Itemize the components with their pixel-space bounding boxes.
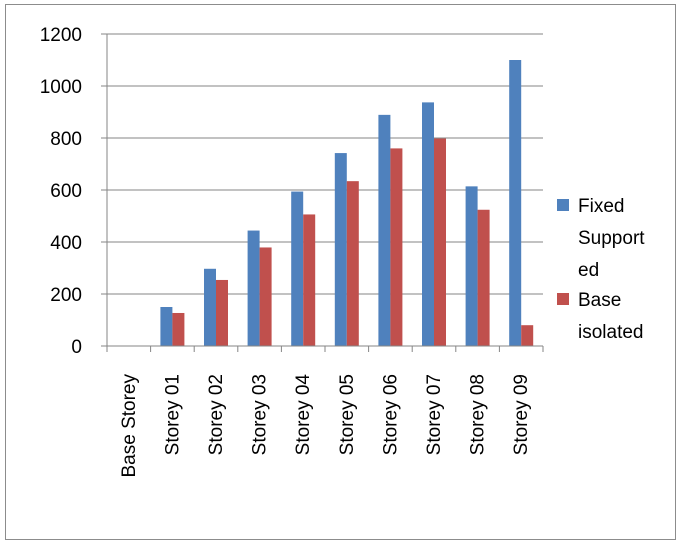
x-tick-labels: Base Storey Storey 01 Storey 02 Storey 03 St… [119, 374, 532, 478]
bars [160, 60, 534, 346]
y-tick-label: 600 [50, 181, 82, 202]
y-tick-label: 1000 [40, 77, 82, 98]
x-tick-label: Storey 01 [162, 374, 183, 455]
x-tick-label: Storey 09 [511, 374, 532, 455]
x-tick-label: Storey 06 [380, 374, 401, 455]
y-tick-label: 200 [50, 285, 82, 306]
x-tick-label: Storey 08 [468, 374, 489, 455]
y-tick-label: 800 [50, 129, 82, 150]
x-tick-label: Storey 02 [206, 374, 227, 455]
bar-base-isolated [172, 312, 185, 346]
bar-base-isolated [303, 214, 316, 346]
legend-label-line: ed [578, 260, 599, 281]
bar-fixed-supported [422, 102, 434, 346]
legend-swatch [557, 199, 569, 211]
bar-fixed-supported [291, 191, 304, 346]
bar-fixed-supported [204, 268, 216, 346]
y-tick-label: 1200 [40, 25, 82, 46]
x-tick-label: Storey 04 [293, 374, 314, 456]
legend-label-line: Base [578, 290, 621, 311]
legend-label-line: Support [578, 228, 645, 249]
bar-fixed-supported [334, 153, 347, 346]
x-tick-label: Storey 05 [337, 374, 358, 455]
bar-base-isolated [477, 209, 490, 346]
bar-fixed-supported [509, 60, 522, 346]
bar-base-isolated [259, 247, 272, 346]
legend-label: Fixed Support ed [578, 196, 645, 281]
legend-label-line: Fixed [578, 196, 624, 217]
legend-label: Base isolated [578, 290, 644, 343]
y-tick-label: 0 [71, 337, 82, 358]
bar-base-isolated [346, 181, 359, 346]
y-tick-label: 400 [50, 233, 82, 254]
x-tick-label: Storey 03 [250, 374, 271, 455]
bar-base-isolated [434, 138, 446, 346]
x-tick-label: Storey 07 [424, 374, 445, 455]
bar-fixed-supported [378, 114, 391, 346]
legend-label-line: isolated [578, 322, 644, 343]
bar-fixed-supported [247, 230, 260, 346]
x-tick-label: Base Storey [119, 374, 140, 478]
axes [101, 33, 544, 352]
bar-base-isolated [521, 325, 534, 346]
y-tick-labels: 0 200 400 600 800 1000 1200 [40, 25, 82, 358]
bar-base-isolated [216, 279, 228, 346]
legend-swatch [557, 293, 569, 305]
bar-base-isolated [390, 148, 403, 346]
legend: Fixed Support ed Base isolated [557, 196, 645, 343]
bar-fixed-supported [160, 307, 173, 346]
bar-fixed-supported [465, 186, 478, 346]
